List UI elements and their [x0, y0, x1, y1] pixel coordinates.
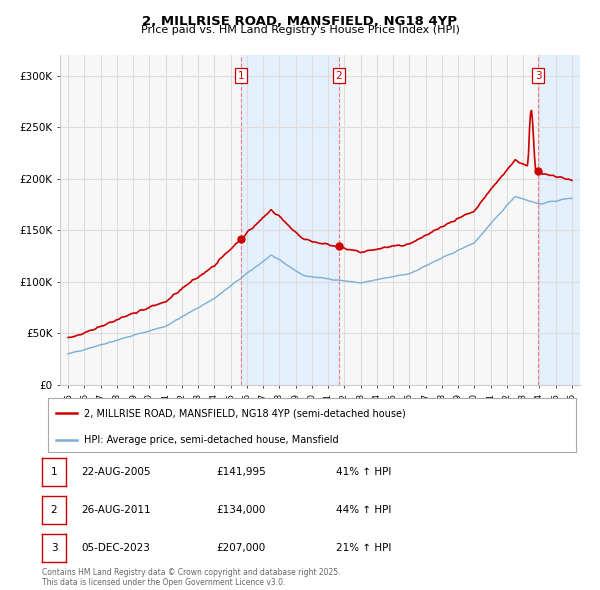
Text: 2, MILLRISE ROAD, MANSFIELD, NG18 4YP (semi-detached house): 2, MILLRISE ROAD, MANSFIELD, NG18 4YP (s…	[84, 408, 406, 418]
Text: 21% ↑ HPI: 21% ↑ HPI	[336, 543, 391, 553]
Text: 2, MILLRISE ROAD, MANSFIELD, NG18 4YP: 2, MILLRISE ROAD, MANSFIELD, NG18 4YP	[143, 15, 458, 28]
Text: 05-DEC-2023: 05-DEC-2023	[81, 543, 150, 553]
Text: 3: 3	[535, 71, 541, 81]
Text: 1: 1	[50, 467, 58, 477]
Text: HPI: Average price, semi-detached house, Mansfield: HPI: Average price, semi-detached house,…	[84, 435, 338, 445]
Text: 2: 2	[335, 71, 342, 81]
Bar	[538, 55, 580, 385]
Text: 22-AUG-2005: 22-AUG-2005	[81, 467, 151, 477]
Text: 41% ↑ HPI: 41% ↑ HPI	[336, 467, 391, 477]
Text: 2: 2	[50, 505, 58, 515]
Text: £134,000: £134,000	[216, 505, 265, 515]
Text: 44% ↑ HPI: 44% ↑ HPI	[336, 505, 391, 515]
Text: Price paid vs. HM Land Registry's House Price Index (HPI): Price paid vs. HM Land Registry's House …	[140, 25, 460, 35]
Text: 3: 3	[50, 543, 58, 553]
Text: £207,000: £207,000	[216, 543, 265, 553]
Text: Contains HM Land Registry data © Crown copyright and database right 2025.
This d: Contains HM Land Registry data © Crown c…	[42, 568, 341, 587]
Text: 26-AUG-2011: 26-AUG-2011	[81, 505, 151, 515]
Text: £141,995: £141,995	[216, 467, 266, 477]
Text: 1: 1	[238, 71, 244, 81]
Bar	[241, 55, 338, 385]
